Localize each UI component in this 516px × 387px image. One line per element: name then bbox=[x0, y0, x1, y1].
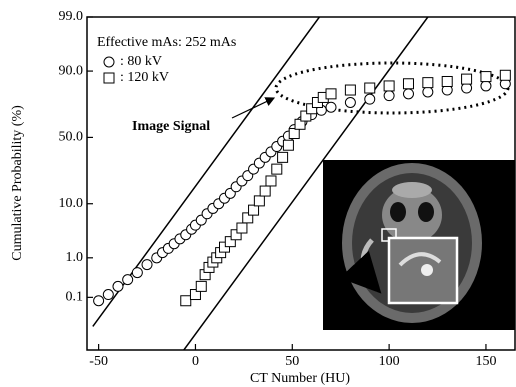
point bbox=[326, 89, 336, 99]
y-tick-label: 90.0 bbox=[59, 63, 84, 78]
legend-marker bbox=[104, 73, 114, 83]
point bbox=[196, 281, 206, 291]
point bbox=[132, 268, 142, 278]
point bbox=[481, 72, 491, 82]
point bbox=[123, 275, 133, 285]
point bbox=[403, 79, 413, 89]
legend-label: : 80 kV bbox=[120, 54, 162, 69]
point bbox=[113, 281, 123, 291]
point bbox=[384, 81, 394, 91]
y-axis-title: Cumulative Probability (%) bbox=[10, 105, 25, 261]
point bbox=[278, 152, 288, 162]
y-tick-label: 50.0 bbox=[59, 130, 84, 145]
point bbox=[384, 91, 394, 101]
point bbox=[500, 70, 510, 80]
chart: Image Signal Effective mAs: 252 mAs CT N… bbox=[0, 0, 516, 387]
point bbox=[345, 85, 355, 95]
point bbox=[181, 296, 191, 306]
point bbox=[289, 129, 299, 139]
point bbox=[345, 97, 355, 107]
point bbox=[442, 76, 452, 86]
point bbox=[481, 81, 491, 91]
legend-label: : 120 kV bbox=[120, 70, 169, 85]
point bbox=[103, 290, 113, 300]
x-tick-label: -50 bbox=[89, 354, 108, 369]
inset-image bbox=[323, 160, 515, 330]
annotation: Image Signal bbox=[132, 119, 210, 134]
y-tick-label: 99.0 bbox=[59, 9, 84, 24]
y-tick-label: 1.0 bbox=[66, 250, 84, 265]
legend-marker bbox=[104, 57, 114, 67]
point bbox=[365, 83, 375, 93]
point bbox=[365, 94, 375, 104]
y-tick-label: 10.0 bbox=[59, 196, 84, 211]
x-tick-label: 100 bbox=[379, 354, 400, 369]
point bbox=[260, 186, 270, 196]
point bbox=[462, 74, 472, 84]
point bbox=[423, 78, 433, 88]
point bbox=[283, 140, 293, 150]
point bbox=[94, 296, 104, 306]
point bbox=[423, 87, 433, 97]
point bbox=[237, 223, 247, 233]
point bbox=[254, 196, 264, 206]
point bbox=[326, 102, 336, 112]
point bbox=[403, 89, 413, 99]
point bbox=[266, 176, 276, 186]
y-tick-label: 0.1 bbox=[66, 290, 84, 305]
x-tick-label: 50 bbox=[285, 354, 299, 369]
point bbox=[142, 260, 152, 270]
x-tick-label: 0 bbox=[192, 354, 199, 369]
legend-title: Effective mAs: 252 mAs bbox=[97, 35, 236, 50]
x-axis-title: CT Number (HU) bbox=[250, 371, 350, 386]
point bbox=[272, 164, 282, 174]
x-tick-label: 150 bbox=[475, 354, 496, 369]
point bbox=[249, 205, 259, 215]
